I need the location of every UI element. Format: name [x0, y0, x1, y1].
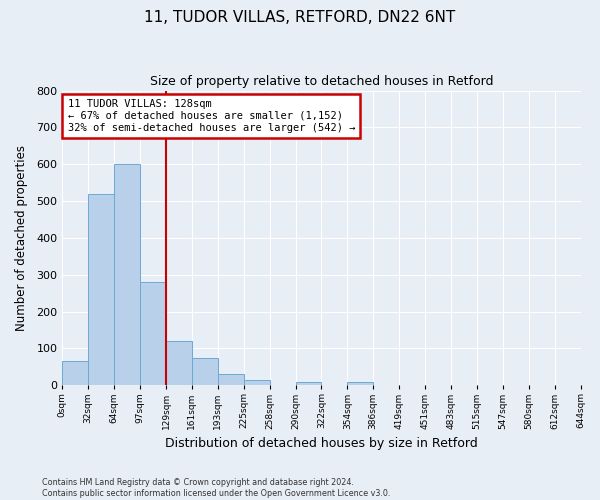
Title: Size of property relative to detached houses in Retford: Size of property relative to detached ho… [149, 75, 493, 88]
Text: 11, TUDOR VILLAS, RETFORD, DN22 6NT: 11, TUDOR VILLAS, RETFORD, DN22 6NT [145, 10, 455, 25]
Bar [192, 358, 218, 386]
Text: 11 TUDOR VILLAS: 128sqm
← 67% of detached houses are smaller (1,152)
32% of semi: 11 TUDOR VILLAS: 128sqm ← 67% of detache… [68, 100, 355, 132]
X-axis label: Distribution of detached houses by size in Retford: Distribution of detached houses by size … [165, 437, 478, 450]
Bar [166, 341, 192, 386]
Bar [88, 194, 114, 386]
Bar [244, 380, 269, 386]
Bar [62, 362, 88, 386]
Bar [114, 164, 140, 386]
Bar [140, 282, 166, 386]
Bar [347, 382, 373, 386]
Text: Contains HM Land Registry data © Crown copyright and database right 2024.
Contai: Contains HM Land Registry data © Crown c… [42, 478, 391, 498]
Bar [218, 374, 244, 386]
Y-axis label: Number of detached properties: Number of detached properties [15, 145, 28, 331]
Bar [296, 382, 322, 386]
